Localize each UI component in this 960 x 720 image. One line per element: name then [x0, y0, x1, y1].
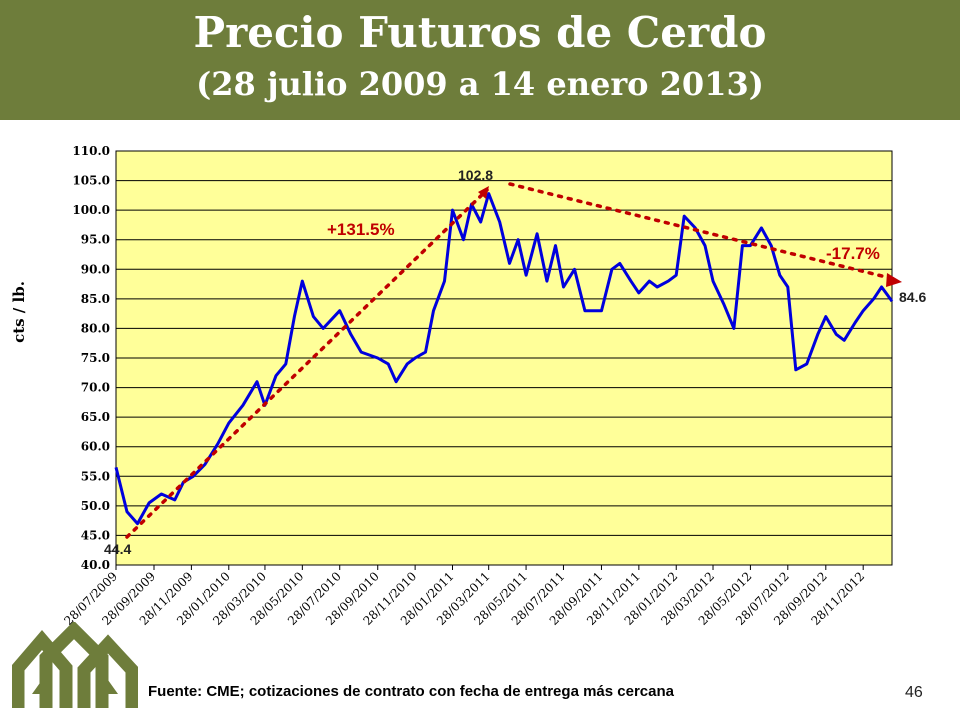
page-title: Precio Futuros de Cerdo	[193, 8, 767, 57]
y-tick-label: 105.0	[72, 174, 110, 188]
y-tick-label: 100.0	[72, 203, 110, 217]
y-axis: 40.0 45.0 50.0 55.0 60.0 65.0 70.0 75.0 80.0 85.0…	[72, 144, 110, 572]
y-tick-label: 95.0	[81, 233, 110, 247]
trend-arrow-up	[125, 188, 489, 539]
title-banner: Precio Futuros de Cerdo (28 julio 2009 a…	[0, 0, 960, 120]
y-tick-label: 70.0	[81, 381, 110, 395]
source-note: Fuente: CME; cotizaciones de contrato co…	[148, 683, 674, 700]
y-axis-label: cts / lb.	[10, 281, 28, 343]
line-chart: 40.0 45.0 50.0 55.0 60.0 65.0 70.0 75.0 80.0 85.0…	[10, 144, 926, 628]
trend-arrowhead-down	[886, 273, 902, 287]
trend-arrowhead-up	[478, 186, 489, 199]
y-tick-label: 40.0	[81, 558, 110, 572]
annotation-fall-pct: -17.7%	[826, 244, 880, 263]
page-number: 46	[905, 684, 923, 701]
annotation-peak: 102.8	[458, 167, 493, 183]
x-axis: 28/07/200928/09/200928/11/200928/01/2010…	[61, 565, 867, 628]
y-tick-label: 55.0	[81, 469, 110, 483]
y-tick-label: 65.0	[81, 410, 110, 424]
page-subtitle: (28 julio 2009 a 14 enero 2013)	[196, 65, 764, 103]
y-tick-label: 60.0	[81, 440, 110, 454]
annotation-low: 44.4	[104, 541, 131, 557]
annotation-rise-pct: +131.5%	[327, 220, 395, 239]
y-tick-label: 75.0	[81, 351, 110, 365]
y-tick-label: 50.0	[81, 499, 110, 513]
y-tick-label: 85.0	[81, 292, 110, 306]
y-tick-label: 80.0	[81, 321, 110, 335]
y-tick-label: 45.0	[81, 528, 110, 542]
y-tick-label: 110.0	[72, 144, 110, 158]
logo-mountains-icon	[12, 622, 138, 708]
annotation-last: 84.6	[899, 289, 926, 305]
y-tick-label: 90.0	[81, 262, 110, 276]
gridlines	[116, 180, 892, 536]
